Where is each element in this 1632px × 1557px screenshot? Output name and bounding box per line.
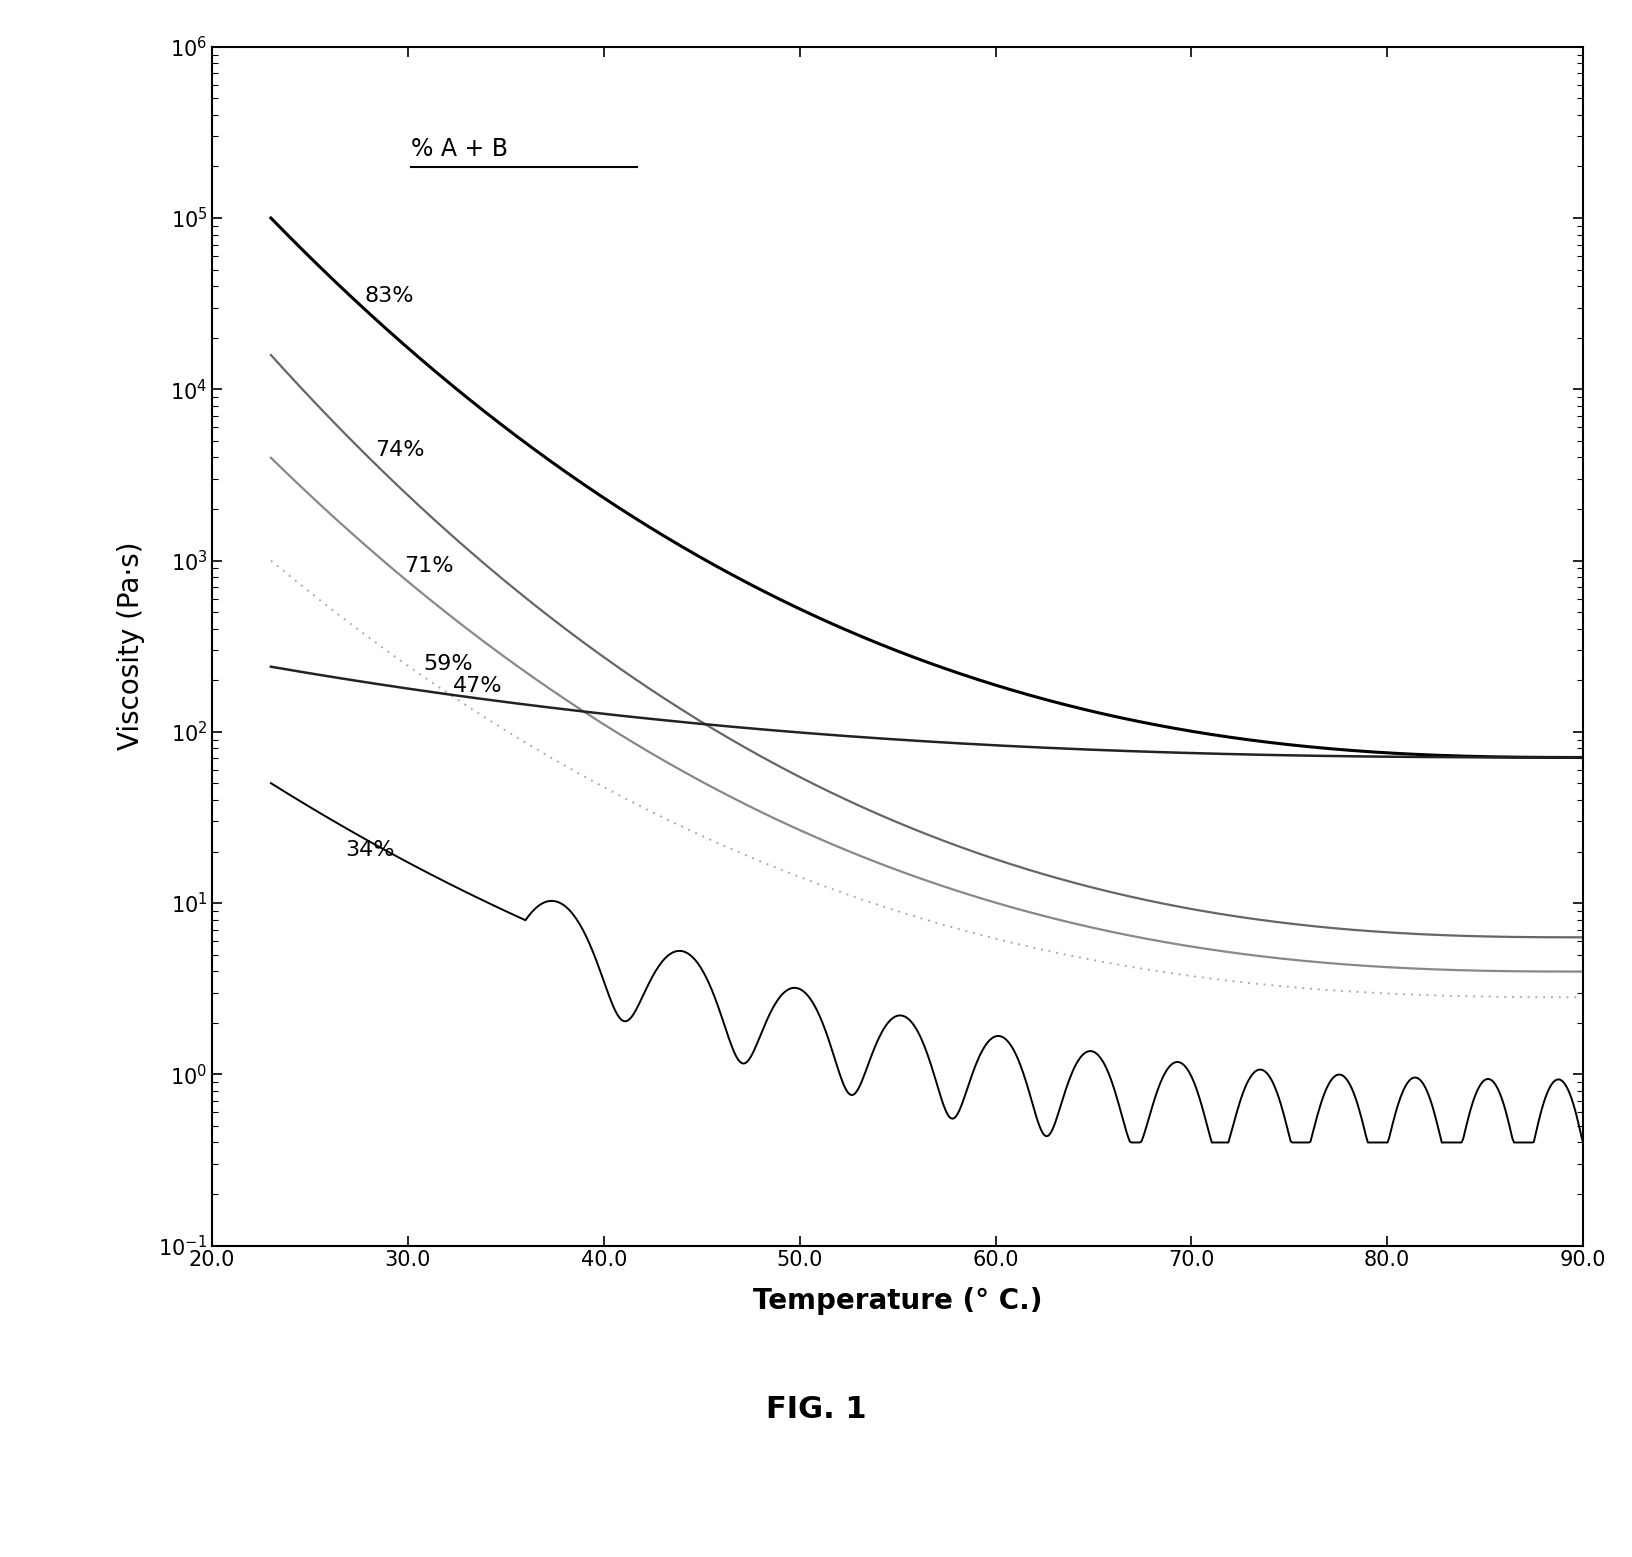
X-axis label: Temperature (° C.): Temperature (° C.) <box>752 1288 1043 1316</box>
Text: FIG. 1: FIG. 1 <box>765 1395 867 1423</box>
Y-axis label: Viscosity (Pa·s): Viscosity (Pa·s) <box>116 542 145 750</box>
Text: 74%: 74% <box>375 439 424 459</box>
Text: 83%: 83% <box>366 286 415 307</box>
Text: 59%: 59% <box>424 654 473 674</box>
Text: % A + B: % A + B <box>411 137 508 160</box>
Text: 71%: 71% <box>405 556 454 576</box>
Text: 47%: 47% <box>454 676 503 696</box>
Text: 34%: 34% <box>346 841 395 861</box>
